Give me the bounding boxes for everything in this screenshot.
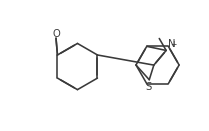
- Text: S: S: [145, 82, 152, 92]
- Text: N: N: [168, 39, 175, 49]
- Text: +: +: [170, 40, 176, 49]
- Text: O: O: [53, 29, 61, 39]
